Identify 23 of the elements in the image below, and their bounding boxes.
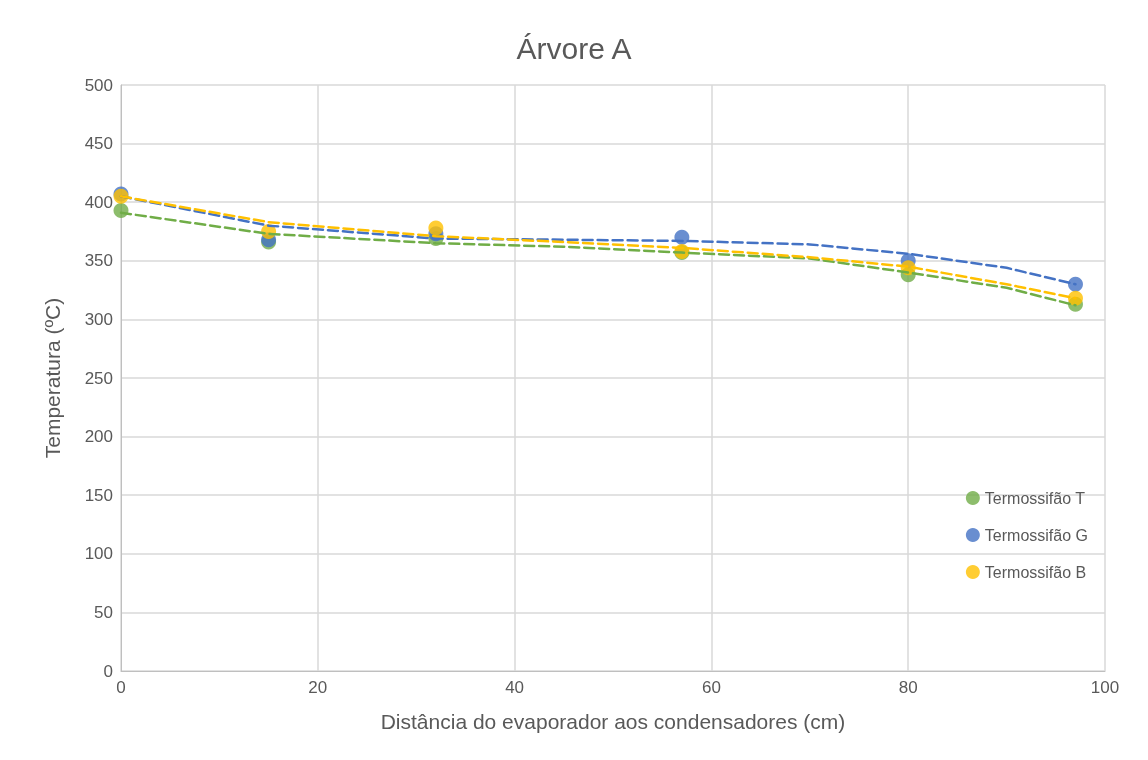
y-axis-title: Temperatura (ºC) bbox=[41, 297, 64, 459]
y-tick-label: 500 bbox=[84, 75, 113, 95]
y-tick-label: 100 bbox=[84, 544, 113, 564]
y-tick-label: 450 bbox=[84, 134, 113, 154]
legend-label: Termossifão T bbox=[984, 489, 1086, 507]
y-tick-label: 350 bbox=[84, 251, 113, 271]
legend-label: Termossifão G bbox=[984, 526, 1088, 544]
legend-label: Termossifão B bbox=[984, 563, 1087, 581]
y-tick-label: 300 bbox=[84, 309, 113, 329]
x-tick-label: 0 bbox=[116, 678, 126, 697]
x-axis-title: Distância do evaporador aos condensadores (cm) bbox=[380, 710, 846, 733]
x-tick-label: 80 bbox=[898, 678, 918, 697]
x-tick-label: 100 bbox=[1090, 678, 1120, 697]
y-tick-label: 400 bbox=[84, 192, 113, 212]
chart-title: Árvore A bbox=[516, 31, 632, 65]
y-tick-label: 200 bbox=[84, 427, 113, 447]
x-tick-label: 20 bbox=[308, 678, 328, 697]
x-tick-label: 40 bbox=[505, 678, 525, 697]
y-tick-label: 250 bbox=[84, 368, 113, 388]
y-tick-label: 150 bbox=[84, 485, 113, 505]
y-tick-label: 50 bbox=[94, 602, 113, 622]
x-tick-label: 60 bbox=[701, 678, 721, 697]
y-tick-label: 0 bbox=[103, 661, 113, 681]
